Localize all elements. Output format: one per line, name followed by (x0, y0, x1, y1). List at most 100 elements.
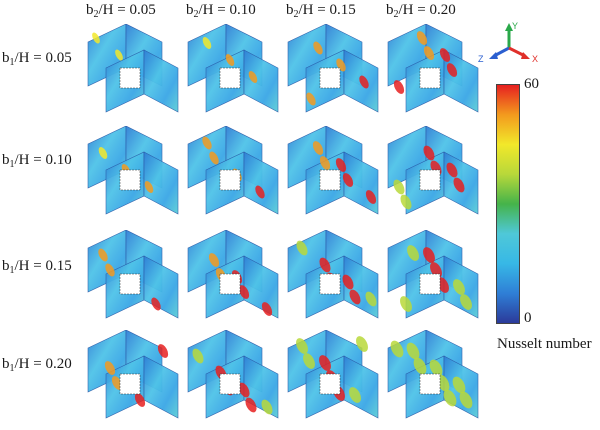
heat-spot (134, 393, 146, 407)
heat-spot (208, 253, 220, 267)
heat-spot (423, 46, 435, 60)
heat-spot (349, 289, 361, 305)
central-opening (419, 67, 441, 89)
axis-triad-icon: Y Z X (478, 21, 538, 64)
heat-spot (439, 48, 451, 62)
central-opening (119, 169, 141, 191)
heat-spot (365, 291, 377, 307)
heat-spot (446, 63, 458, 77)
contour-panel (287, 330, 379, 419)
heat-spot (104, 361, 116, 375)
heat-spot (238, 285, 250, 299)
heat-spot (313, 41, 323, 55)
heat-spot (356, 336, 368, 352)
contour-panel (187, 330, 279, 419)
x-axis-label: X (532, 54, 538, 64)
heat-spot (296, 338, 308, 354)
heat-spot (312, 141, 324, 155)
heat-spot (393, 179, 405, 195)
heat-spot (245, 397, 257, 413)
heat-spot (390, 340, 404, 358)
row-label-b1-0.15: b1/H = 0.15 (2, 258, 72, 276)
contour-panel (287, 230, 379, 319)
central-opening (119, 373, 141, 395)
contour-panel (287, 24, 379, 113)
heat-spot (423, 145, 435, 161)
heat-spot (209, 151, 219, 165)
central-opening (119, 273, 141, 295)
z-axis-label: Z (478, 54, 484, 64)
heat-spot (416, 31, 428, 45)
channel-plate (143, 355, 179, 419)
heat-spot (255, 185, 265, 199)
contour-panel (87, 126, 179, 215)
heat-spot (349, 387, 361, 403)
z-axis-arrowhead (489, 52, 498, 59)
heat-spot (453, 279, 465, 295)
heat-spot (359, 75, 369, 89)
heat-spot (423, 247, 435, 263)
heat-spot (238, 382, 250, 398)
heat-spot (342, 274, 354, 290)
channel-plate (143, 49, 179, 113)
heat-spot (393, 80, 405, 94)
column-label-b2-0.15: b2/H = 0.15 (286, 2, 356, 20)
row-label-b1-0.20: b1/H = 0.20 (2, 356, 72, 374)
contour-panel (387, 126, 479, 215)
heat-spot (407, 245, 419, 261)
heat-spot (306, 92, 316, 106)
heat-spot (319, 257, 331, 273)
y-axis-arrowhead (505, 23, 513, 31)
y-axis-label: Y (512, 21, 518, 31)
heat-spot (192, 348, 204, 364)
heat-spot (452, 376, 466, 394)
heat-spot (261, 302, 273, 316)
central-opening (219, 67, 241, 89)
heat-spot (111, 376, 123, 390)
nusselt-colorbar (496, 84, 520, 324)
heat-spot (296, 240, 308, 256)
heat-spot (446, 162, 458, 178)
column-label-b2-0.10: b2/H = 0.10 (186, 2, 256, 20)
row-label-b1-0.05: b1/H = 0.05 (2, 50, 72, 68)
heat-spot (303, 353, 315, 369)
channel-plate (143, 255, 179, 319)
heat-spot (98, 248, 108, 262)
heat-spot (406, 342, 420, 360)
heat-spot (151, 297, 161, 311)
central-opening (319, 373, 341, 395)
heat-spot (413, 357, 427, 375)
contour-panel (87, 24, 179, 113)
heat-spot (429, 359, 443, 377)
heat-spot (453, 177, 465, 193)
colorbar-max-label: 60 (524, 76, 539, 92)
heat-spot (92, 32, 100, 44)
contour-panel (187, 230, 279, 319)
column-label-b2-0.20: b2/H = 0.20 (386, 2, 456, 20)
heat-spot (202, 37, 212, 49)
contour-panel (387, 24, 479, 113)
channel-plate (343, 355, 379, 419)
x-axis-arrowhead (521, 52, 530, 59)
heat-spot (157, 344, 169, 358)
central-opening (119, 67, 141, 89)
contour-panel (287, 126, 379, 215)
contour-panel (187, 24, 279, 113)
contour-panel (387, 330, 479, 419)
contour-panel (387, 230, 479, 319)
heat-spot (459, 391, 473, 409)
heat-spot (225, 54, 235, 66)
channel-plate (243, 49, 279, 113)
central-opening (319, 273, 341, 295)
heat-spot (319, 355, 331, 371)
central-opening (219, 373, 241, 395)
central-opening (219, 273, 241, 295)
contour-panel (87, 230, 179, 319)
contour-panel (87, 330, 179, 419)
heat-spot (365, 190, 377, 204)
heat-spot (202, 136, 212, 150)
central-opening (319, 169, 341, 191)
central-opening (419, 273, 441, 295)
heat-spot (460, 294, 472, 310)
heat-spot (319, 156, 331, 170)
